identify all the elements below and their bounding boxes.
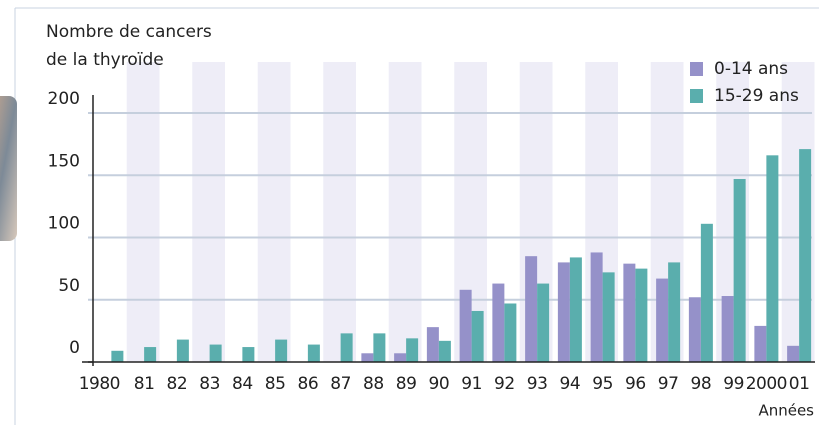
bar: [525, 256, 538, 362]
bar: [373, 333, 386, 362]
bar: [361, 353, 374, 362]
x-tick-label: 91: [461, 374, 482, 394]
x-tick-label: 92: [494, 374, 515, 394]
bar: [459, 289, 472, 362]
x-tick-label: 94: [560, 374, 581, 394]
bar: [799, 149, 812, 362]
band: [126, 62, 160, 362]
legend-label: 15-29 ans: [714, 86, 799, 106]
bar: [557, 262, 570, 362]
bar: [754, 325, 767, 362]
x-axis-label: Années: [758, 402, 814, 420]
x-tick-label: 1980: [79, 374, 120, 394]
y-tick-label: 200: [48, 89, 80, 109]
x-tick-label: 89: [396, 374, 417, 394]
y-tick-label: 50: [58, 276, 80, 296]
y-axis-label: de la thyroïde: [46, 50, 164, 70]
x-tick-label: 84: [232, 374, 253, 394]
y-tick-label: 150: [48, 151, 80, 171]
bar: [569, 257, 582, 362]
bar: [721, 296, 734, 362]
bar: [766, 155, 779, 362]
bar: [635, 268, 648, 362]
bar: [623, 263, 636, 362]
x-tick-label: 82: [167, 374, 188, 394]
y-tick-label: 0: [69, 338, 80, 358]
x-tick-label: 2000: [746, 374, 787, 394]
bar: [275, 339, 288, 362]
x-tick-label: 85: [265, 374, 286, 394]
y-tick-label: 100: [48, 214, 80, 234]
x-tick-label: 95: [592, 374, 613, 394]
bar: [307, 344, 320, 362]
bar: [504, 303, 517, 362]
bar: [787, 345, 800, 362]
x-tick-label: 98: [691, 374, 712, 394]
x-tick-label: 97: [658, 374, 679, 394]
bar: [471, 310, 484, 362]
bar: [537, 283, 550, 362]
x-tick-label: 99: [723, 374, 744, 394]
x-tick-label: 81: [134, 374, 155, 394]
bar: [492, 283, 505, 362]
x-tick-label: 87: [330, 374, 351, 394]
legend-swatch: [690, 89, 703, 103]
bar: [209, 344, 222, 362]
legend-label: 0-14 ans: [714, 59, 788, 79]
bar: [590, 252, 603, 362]
band: [257, 62, 291, 362]
bar: [111, 350, 124, 362]
bar: [144, 347, 157, 362]
bar: [733, 178, 746, 362]
bar: [668, 262, 681, 362]
bar: [176, 339, 189, 362]
x-tick-label: 86: [298, 374, 319, 394]
bar: [340, 333, 353, 362]
x-tick-label: 90: [429, 374, 450, 394]
x-tick-label: 93: [527, 374, 548, 394]
band: [192, 62, 225, 362]
band: [323, 62, 356, 362]
bar: [602, 272, 615, 362]
bar: [394, 353, 407, 362]
x-tick-label: 88: [363, 374, 384, 394]
x-tick-label: 96: [625, 374, 646, 394]
bar: [688, 297, 701, 362]
y-axis-label: Nombre de cancers: [46, 22, 212, 42]
legend-swatch: [690, 62, 703, 76]
bar: [656, 278, 669, 362]
band: [388, 62, 422, 362]
bar: [426, 327, 439, 362]
bar: [406, 338, 419, 362]
bar: [700, 223, 713, 362]
bar: [242, 347, 255, 362]
x-tick-label: 83: [199, 374, 220, 394]
bar: [438, 340, 451, 362]
x-tick-label: 01: [789, 374, 810, 394]
photo-crop: [0, 96, 17, 241]
